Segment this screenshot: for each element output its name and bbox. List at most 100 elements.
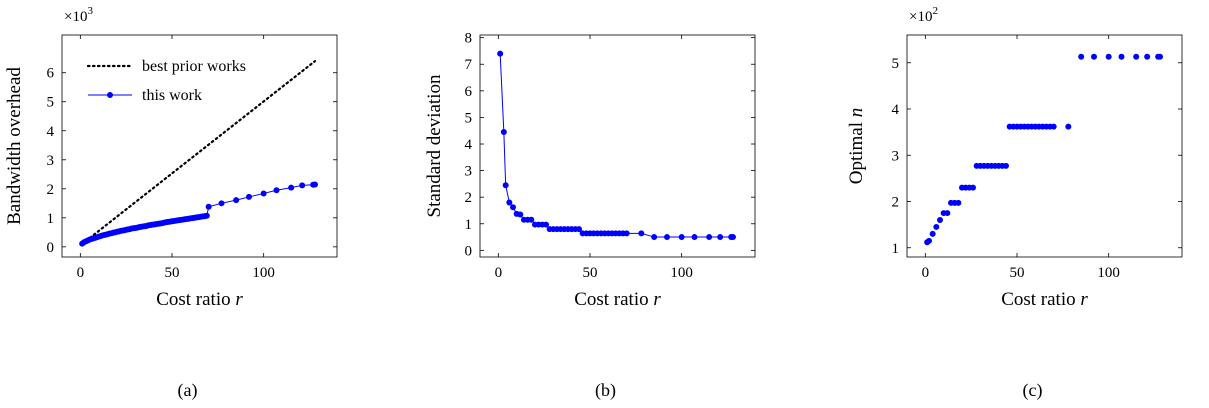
y-axis-label: Standard deviation [424, 74, 445, 217]
series-1 [924, 53, 1163, 246]
x-axis-label: Cost ratio r [1001, 289, 1088, 310]
plot-frame [479, 34, 756, 258]
data-point [288, 184, 295, 191]
data-point [944, 210, 951, 217]
data-point [1133, 53, 1140, 60]
y-axis-label-variable: n [846, 108, 867, 118]
subfigure-caption: (c) [1023, 380, 1043, 401]
x-tick-label: 50 [583, 265, 598, 281]
series-1 [497, 50, 736, 241]
series-2 [79, 181, 318, 247]
y-tick-label: 1 [47, 211, 55, 227]
data-point [528, 216, 535, 223]
data-point [1078, 53, 1085, 60]
y-tick-label: 7 [465, 57, 473, 73]
data-point [691, 234, 698, 241]
x-tick-label: 0 [77, 265, 85, 281]
y-tick-label: 2 [47, 182, 55, 198]
data-point [205, 203, 212, 210]
data-point [510, 204, 516, 211]
data-point [233, 197, 240, 204]
series-line-dotted [81, 60, 317, 246]
data-point [706, 234, 713, 241]
y-tick-label: 3 [47, 153, 55, 169]
legend-label: this work [142, 87, 202, 104]
y-multiplier-exponent: 2 [932, 5, 938, 17]
data-point [623, 230, 630, 237]
data-point [502, 182, 509, 189]
data-point [543, 221, 549, 228]
data-point [926, 237, 932, 244]
legend-label: best prior works [142, 58, 246, 75]
data-point [497, 50, 504, 57]
y-tick-label: 4 [47, 124, 55, 140]
y-tick-label: 1 [892, 241, 900, 257]
data-point [1065, 123, 1072, 130]
series-line [499, 53, 733, 238]
data-point [651, 234, 658, 241]
data-point [1144, 53, 1151, 60]
data-point [218, 200, 225, 207]
y-tick-label: 5 [892, 56, 900, 72]
data-point [1157, 53, 1163, 60]
data-point [933, 223, 940, 230]
chart-2: 0 50 100 0 1 2 3 4 5 6 7 8 Cost ratio r Standard devi… [424, 31, 756, 401]
x-tick-label: 100 [670, 265, 693, 281]
data-point [1105, 53, 1112, 60]
y-tick-label: 4 [465, 137, 473, 153]
y-multiplier: ×102 [909, 5, 938, 25]
y-tick-label: 0 [47, 240, 55, 256]
x-tick-label: 100 [1097, 265, 1120, 281]
x-axis-label-variable: r [653, 289, 661, 310]
data-point [638, 230, 645, 237]
plot-frame [61, 34, 338, 258]
series-line [81, 183, 316, 245]
data-point [299, 182, 306, 189]
data-point [1003, 162, 1009, 169]
y-tick-label: 6 [47, 66, 55, 82]
y-tick-label: 8 [465, 31, 473, 47]
data-point [929, 230, 936, 237]
data-point [970, 184, 976, 191]
data-point [576, 226, 582, 233]
x-axis-label: Cost ratio r [156, 289, 243, 310]
data-point [517, 211, 524, 218]
data-point [203, 212, 210, 219]
y-tick-label: 3 [892, 148, 900, 164]
x-axis-label-variable: r [235, 289, 243, 310]
data-point [664, 234, 670, 241]
subfigure-caption: (a) [178, 380, 198, 401]
x-tick-label: 50 [1010, 265, 1025, 281]
data-point [500, 129, 507, 136]
data-point [730, 234, 736, 241]
chart-3: 0 50 100 1 2 3 4 5 ×102 Cost ratio r Optimal n (c) [846, 5, 1183, 401]
y-multiplier-exponent: 3 [87, 5, 93, 17]
x-tick-label: 100 [252, 265, 275, 281]
data-point [246, 193, 252, 200]
y-tick-label: 1 [465, 217, 473, 233]
data-point [937, 217, 943, 223]
y-axis-label: Optimal n [846, 108, 867, 185]
data-point [506, 199, 513, 206]
y-tick-label: 6 [465, 84, 473, 100]
data-point [1118, 53, 1125, 60]
y-tick-label: 5 [47, 95, 55, 111]
subfigure-caption: (b) [595, 380, 616, 401]
data-point [260, 190, 267, 197]
x-tick-label: 50 [165, 265, 180, 281]
y-tick-label: 4 [892, 102, 900, 118]
data-point [955, 199, 962, 206]
chart-1: 0 50 100 0 1 2 3 4 5 6 ×103 Cost ratio r Bandwidth o… [4, 5, 338, 401]
data-point [678, 234, 685, 241]
legend: best prior works this work [86, 58, 246, 104]
x-tick-label: 0 [922, 265, 930, 281]
legend-swatch-marker [107, 92, 113, 98]
y-tick-label: 2 [465, 190, 473, 206]
x-tick-label: 0 [495, 265, 503, 281]
y-multiplier: ×103 [64, 5, 93, 25]
y-tick-label: 0 [465, 243, 473, 259]
y-axis-label: Bandwidth overhead [4, 67, 25, 225]
data-point [312, 181, 318, 188]
data-point [1091, 53, 1097, 60]
